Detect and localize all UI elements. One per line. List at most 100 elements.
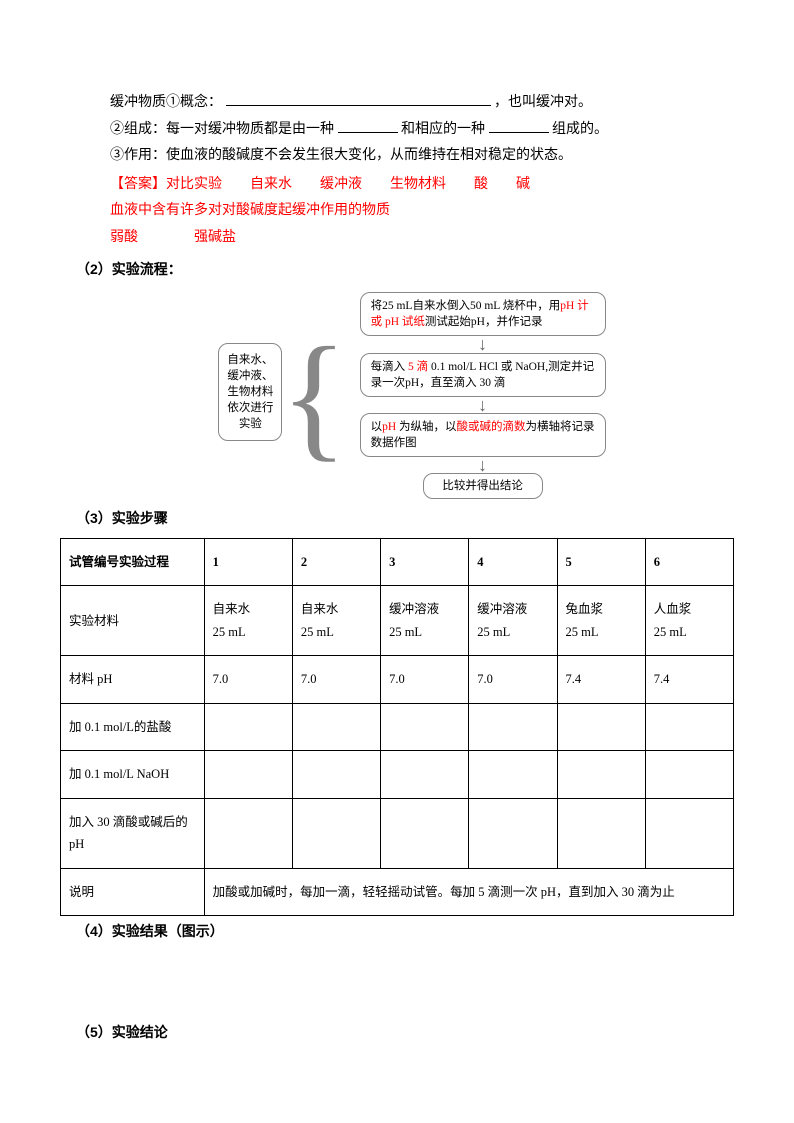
table-cell[interactable] bbox=[469, 798, 557, 868]
text-red: pH bbox=[382, 421, 396, 433]
table-cell: 7.4 bbox=[645, 656, 733, 704]
experiment-table: 试管编号实验过程 1 2 3 4 5 6 实验材料 自来水 25 mL 自来水 … bbox=[60, 538, 734, 917]
table-cell[interactable] bbox=[204, 703, 292, 751]
text: 组成的。 bbox=[552, 122, 608, 137]
table-cell[interactable] bbox=[469, 751, 557, 799]
table-cell[interactable] bbox=[204, 751, 292, 799]
table-cell[interactable] bbox=[381, 751, 469, 799]
table-row: 加 0.1 mol/L NaOH bbox=[61, 751, 734, 799]
table-cell: 兔血浆 25 mL bbox=[557, 586, 645, 656]
text: 实验 bbox=[227, 416, 273, 432]
table-cell: 自来水 25 mL bbox=[204, 586, 292, 656]
table-cell: 缓冲溶液 25 mL bbox=[469, 586, 557, 656]
text: ，也叫缓冲对。 bbox=[494, 95, 592, 110]
table-cell[interactable] bbox=[645, 703, 733, 751]
text: 生物材料 bbox=[227, 384, 273, 400]
blank-concept[interactable] bbox=[226, 92, 491, 106]
table-cell[interactable] bbox=[204, 798, 292, 868]
blank-comp-1[interactable] bbox=[338, 119, 398, 133]
answer-item: 强碱盐 bbox=[194, 230, 236, 245]
arrow-down-icon: ↓ bbox=[478, 457, 487, 473]
text: 和相应的一种 bbox=[401, 122, 485, 137]
flow-left-box: 自来水、 缓冲液、 生物材料 依次进行 实验 bbox=[218, 343, 282, 441]
text: 每滴入 bbox=[371, 361, 408, 373]
table-row: 加入 30 滴酸或碱后的 pH bbox=[61, 798, 734, 868]
table-cell[interactable] bbox=[645, 751, 733, 799]
table-cell[interactable] bbox=[381, 703, 469, 751]
table-header: 6 bbox=[645, 538, 733, 586]
row-label: 加 0.1 mol/L NaOH bbox=[61, 751, 205, 799]
text: 缓冲液、 bbox=[227, 368, 273, 384]
table-header: 3 bbox=[381, 538, 469, 586]
intro-line-1: 缓冲物质①概念： ，也叫缓冲对。 bbox=[110, 90, 714, 117]
answer-label: 【答案】 bbox=[110, 177, 166, 192]
text: ②组成：每一对缓冲物质都是由一种 bbox=[110, 122, 334, 137]
text: 自来水、 bbox=[227, 352, 273, 368]
table-cell[interactable] bbox=[557, 751, 645, 799]
table-cell: 7.4 bbox=[557, 656, 645, 704]
table-cell: 7.0 bbox=[381, 656, 469, 704]
arrow-down-icon: ↓ bbox=[478, 397, 487, 413]
table-header: 试管编号实验过程 bbox=[61, 538, 205, 586]
answer-item: 对比实验 bbox=[166, 177, 222, 192]
answer-item: 缓冲液 bbox=[320, 177, 362, 192]
intro-line-3: ③作用：使血液的酸碱度不会发生很大变化，从而维持在相对稳定的状态。 bbox=[110, 143, 714, 170]
note-text: 加酸或加碱时，每加一滴，轻轻摇动试管。每加 5 滴测一次 pH，直到加入 30 … bbox=[204, 868, 733, 916]
table-cell[interactable] bbox=[469, 703, 557, 751]
table-header: 1 bbox=[204, 538, 292, 586]
table-cell[interactable] bbox=[645, 798, 733, 868]
arrow-down-icon: ↓ bbox=[478, 336, 487, 352]
flow-box-1: 将25 mL自来水倒入50 mL 烧杯中，用pH 计或 pH 试纸测试起始pH，… bbox=[360, 292, 606, 336]
answer-item: 弱酸 bbox=[110, 230, 138, 245]
table-cell[interactable] bbox=[557, 798, 645, 868]
table-cell: 缓冲溶液 25 mL bbox=[381, 586, 469, 656]
table-cell[interactable] bbox=[292, 751, 380, 799]
table-header: 5 bbox=[557, 538, 645, 586]
row-label: 加入 30 滴酸或碱后的 pH bbox=[61, 798, 205, 868]
row-label: 实验材料 bbox=[61, 586, 205, 656]
table-cell: 7.0 bbox=[292, 656, 380, 704]
section-5-title: （5）实验结论 bbox=[76, 1019, 714, 1046]
flow-diagram: 自来水、 缓冲液、 生物材料 依次进行 实验 { 将25 mL自来水倒入50 m… bbox=[110, 292, 714, 499]
text-red: 5 滴 bbox=[408, 361, 428, 373]
table-header-row: 试管编号实验过程 1 2 3 4 5 6 bbox=[61, 538, 734, 586]
table-cell[interactable] bbox=[381, 798, 469, 868]
text-red: 酸或碱的滴数 bbox=[457, 421, 526, 433]
table-cell[interactable] bbox=[292, 798, 380, 868]
text: 将25 mL自来水倒入50 mL 烧杯中，用 bbox=[371, 300, 561, 312]
text: 依次进行 bbox=[227, 400, 273, 416]
table-cell[interactable] bbox=[557, 703, 645, 751]
row-label: 材料 pH bbox=[61, 656, 205, 704]
section-4-title: （4）实验结果（图示） bbox=[76, 918, 714, 945]
answer-line-2: 血液中含有许多对对酸碱度起缓冲作用的物质 bbox=[110, 198, 714, 225]
intro-line-2: ②组成：每一对缓冲物质都是由一种 和相应的一种 组成的。 bbox=[110, 117, 714, 144]
text: 测试起始pH，并作记录 bbox=[425, 316, 543, 328]
section-2-title: （2）实验流程： bbox=[76, 256, 714, 283]
row-label: 加 0.1 mol/L的盐酸 bbox=[61, 703, 205, 751]
answer-item: 自来水 bbox=[250, 177, 292, 192]
brace-icon: { bbox=[280, 348, 347, 446]
answer-line-3: 弱酸 强碱盐 bbox=[110, 225, 714, 252]
flow-box-2: 每滴入 5 滴 0.1 mol/L HCl 或 NaOH,测定并记录一次pH，直… bbox=[360, 353, 606, 397]
flow-box-3: 以pH 为纵轴，以酸或碱的滴数为横轴将记录数据作图 bbox=[360, 413, 606, 457]
table-row: 实验材料 自来水 25 mL 自来水 25 mL 缓冲溶液 25 mL 缓冲溶液… bbox=[61, 586, 734, 656]
section-3-title: （3）实验步骤 bbox=[76, 505, 714, 532]
table-cell: 自来水 25 mL bbox=[292, 586, 380, 656]
blank-comp-2[interactable] bbox=[489, 119, 549, 133]
table-row: 加 0.1 mol/L的盐酸 bbox=[61, 703, 734, 751]
text: 为纵轴，以 bbox=[396, 421, 456, 433]
table-cell: 人血浆 25 mL bbox=[645, 586, 733, 656]
table-cell: 7.0 bbox=[204, 656, 292, 704]
note-label: 说明 bbox=[61, 868, 205, 916]
flow-box-4: 比较并得出结论 bbox=[423, 473, 543, 499]
table-header: 2 bbox=[292, 538, 380, 586]
table-note-row: 说明 加酸或加碱时，每加一滴，轻轻摇动试管。每加 5 滴测一次 pH，直到加入 … bbox=[61, 868, 734, 916]
answer-item: 生物材料 bbox=[390, 177, 446, 192]
table-header: 4 bbox=[469, 538, 557, 586]
table-row: 材料 pH 7.0 7.0 7.0 7.0 7.4 7.4 bbox=[61, 656, 734, 704]
answer-line-1: 【答案】对比实验 自来水 缓冲液 生物材料 酸 碱 bbox=[110, 172, 714, 199]
table-cell[interactable] bbox=[292, 703, 380, 751]
answer-item: 酸 bbox=[474, 177, 488, 192]
answer-item: 碱 bbox=[516, 177, 530, 192]
text: 以 bbox=[371, 421, 383, 433]
